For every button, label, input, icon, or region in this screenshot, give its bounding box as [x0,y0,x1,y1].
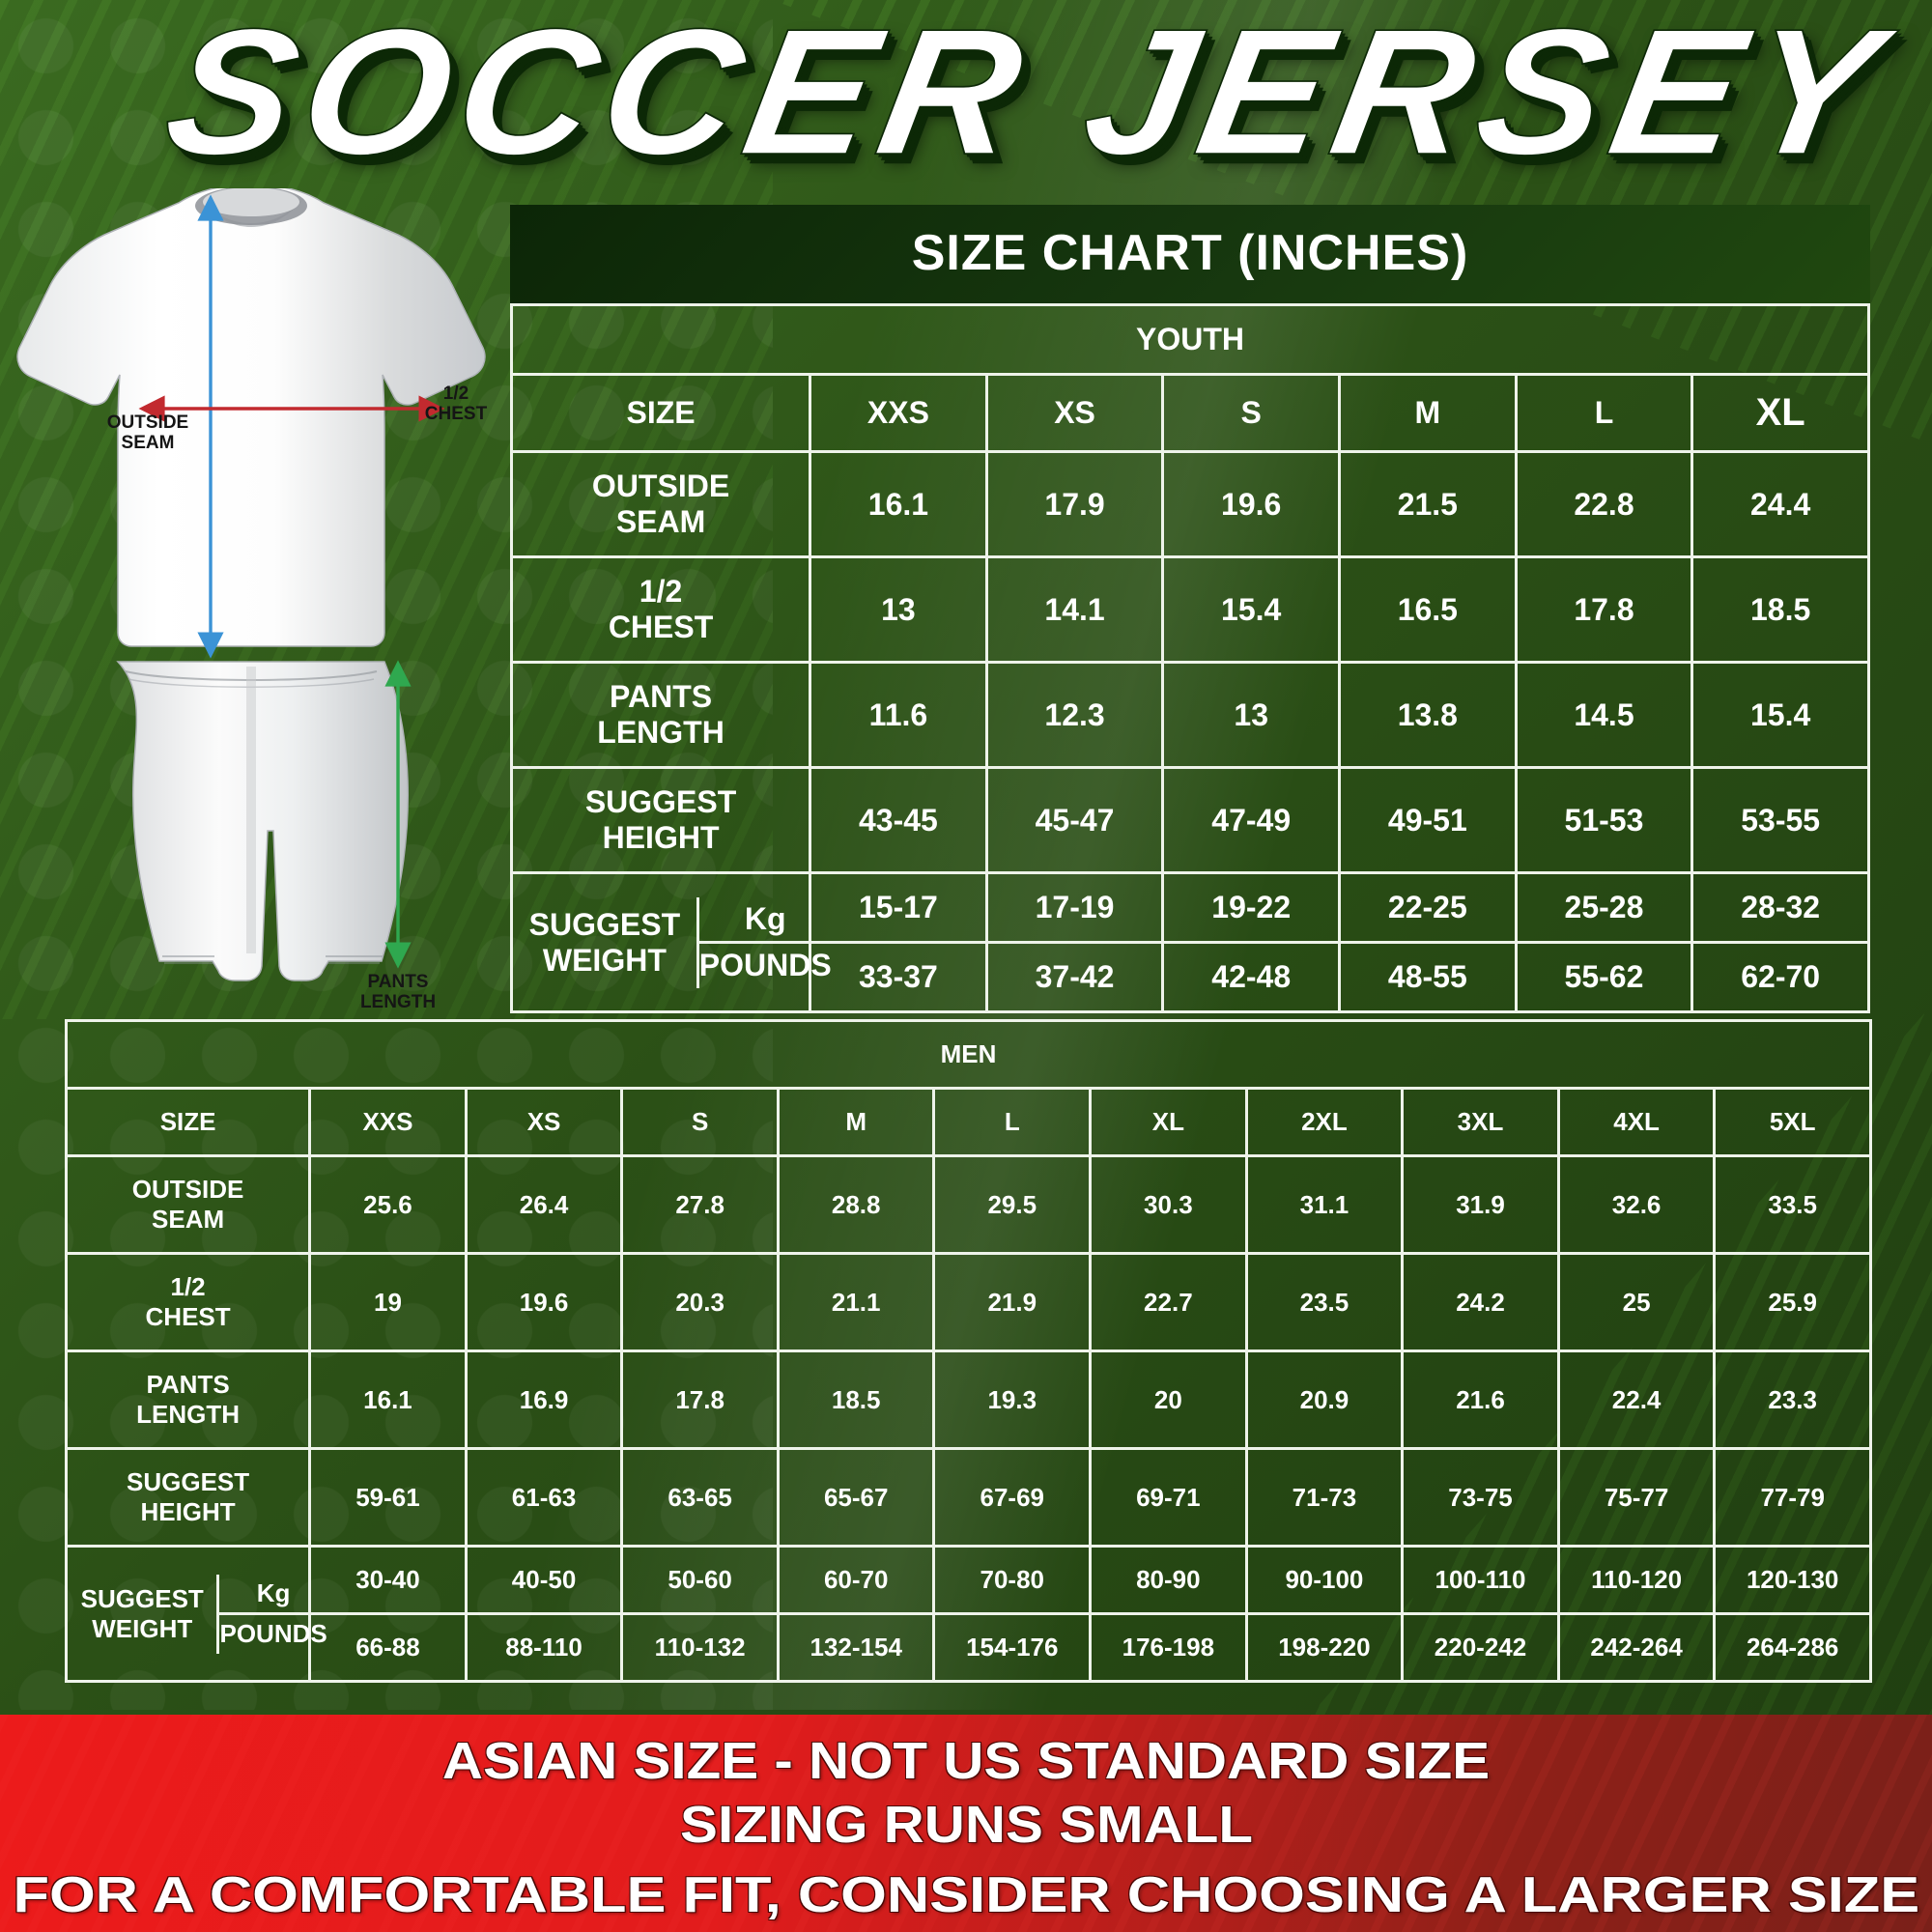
svg-text:SEAM: SEAM [122,433,175,453]
svg-text:LENGTH: LENGTH [360,992,436,1012]
svg-text:CHEST: CHEST [425,404,488,424]
svg-text:PANTS: PANTS [368,972,429,992]
svg-text:OUTSIDE: OUTSIDE [107,412,188,433]
svg-text:1/2: 1/2 [443,384,469,404]
